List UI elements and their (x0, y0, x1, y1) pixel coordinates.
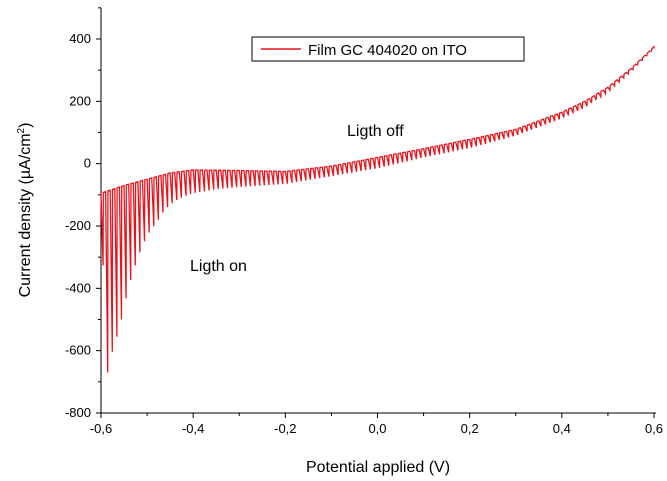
plot-frame (100, 8, 656, 414)
y-tick-label: -600 (65, 343, 91, 358)
x-tick-label: -0,2 (274, 421, 296, 436)
series-layer (100, 45, 655, 373)
annotation-light-on: Ligth on (190, 258, 247, 275)
y-tick-label: -400 (65, 280, 91, 295)
x-tick-label: -0,6 (90, 421, 112, 436)
x-tick-label: 0,4 (553, 421, 571, 436)
y-axis-title-close: ) (17, 123, 34, 128)
x-tick-label: 0,2 (461, 421, 479, 436)
x-tick-label: -0,4 (182, 421, 204, 436)
series-line-film-gc-404020 (100, 45, 655, 373)
x-axis-title: Potential applied (V) (306, 459, 450, 476)
x-tick-label: 0,6 (645, 421, 663, 436)
x-axis-ticks: -0,6 -0,4 -0,2 0,0 0,2 0,4 0,6 (90, 413, 663, 436)
y-axis-title-main: Current density (µA/cm (17, 133, 34, 297)
y-tick-label: 0 (84, 156, 91, 171)
legend: Film GC 404020 on ITO (251, 36, 525, 62)
y-tick-label: 200 (69, 93, 91, 108)
annotation-light-off: Ligth off (347, 123, 404, 140)
y-axis-ticks: -800 -600 -400 -200 0 200 400 (65, 7, 101, 420)
y-tick-label: -800 (65, 405, 91, 420)
y-tick-label: 400 (69, 31, 91, 46)
y-axis-title-sup: 2 (16, 127, 27, 133)
x-tick-label: 0,0 (368, 421, 386, 436)
y-axis-title: Current density (µA/cm2) (16, 123, 34, 298)
legend-label: Film GC 404020 on ITO (308, 42, 467, 59)
y-tick-label: -200 (65, 218, 91, 233)
